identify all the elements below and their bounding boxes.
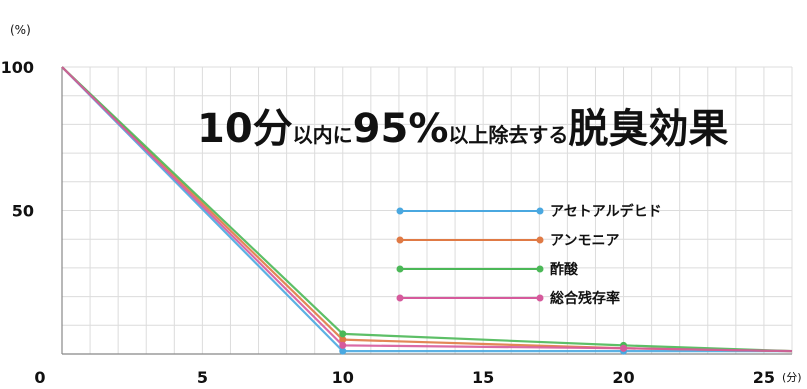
series-lines: [61, 66, 793, 355]
headline-part-2: 以内に: [293, 123, 353, 147]
series-line: [61, 66, 793, 353]
legend-marker: [396, 236, 404, 244]
legend-marker: [396, 294, 404, 302]
legend-marker: [536, 207, 544, 215]
legend-label: 酢酸: [550, 261, 579, 278]
legend-marker: [536, 236, 544, 244]
legend-marker: [396, 207, 404, 215]
legend-marker: [536, 265, 544, 273]
series-line: [61, 66, 793, 353]
x-tick-label: 10: [332, 368, 354, 387]
legend-marker: [396, 265, 404, 273]
headline-part-3: 95%: [353, 106, 449, 152]
data-point: [620, 344, 628, 352]
data-point: [339, 330, 347, 338]
y-tick-label: 100: [1, 58, 34, 77]
x-tick-label: 20: [612, 368, 634, 387]
headline-part-1: 10分: [197, 106, 293, 152]
legend-label: アセトアルデヒド: [550, 203, 662, 220]
data-point: [339, 347, 347, 355]
legend-label: 総合残存率: [550, 290, 620, 307]
legend-marker: [536, 294, 544, 302]
legend-item: アンモニア: [396, 233, 619, 249]
y-unit-label: (%): [10, 23, 31, 37]
legend-label: アンモニア: [550, 233, 619, 249]
legend-item: 酢酸: [396, 261, 579, 278]
headline-part-5: 脱臭効果: [568, 106, 728, 152]
legend-item: 総合残存率: [396, 290, 620, 307]
x-tick-label: 25: [753, 368, 775, 387]
x-tick-label: 15: [472, 368, 494, 387]
axes: 0 5 10 15 20 25 50 100: [1, 58, 792, 387]
headline: 10分以内に95%以上除去する脱臭効果: [197, 106, 728, 152]
legend-item: アセトアルデヒド: [396, 203, 662, 220]
x-tick-label: 0: [34, 368, 45, 387]
headline-part-4: 以上除去する: [448, 123, 568, 147]
data-point: [339, 341, 347, 349]
svg-text:10分以内に95%以上除去する脱臭効果: 10分以内に95%以上除去する脱臭効果: [197, 106, 728, 152]
y-tick-label: 50: [12, 202, 34, 221]
x-tick-label: 5: [197, 368, 208, 387]
series-line: [61, 66, 792, 353]
data-point: [339, 336, 347, 344]
x-unit-label: (分): [782, 371, 802, 384]
